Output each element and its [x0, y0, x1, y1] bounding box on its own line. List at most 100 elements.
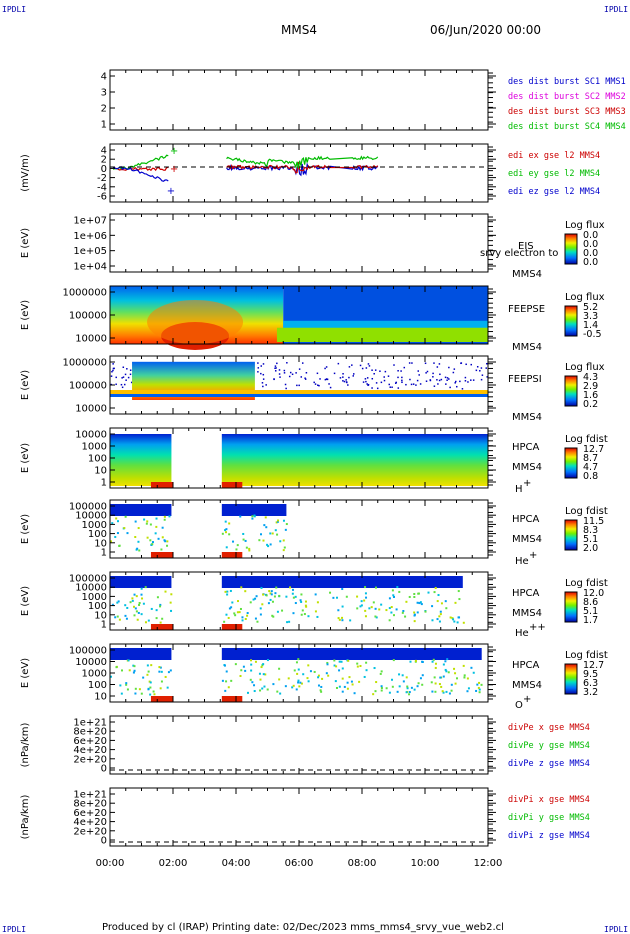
corner-label-top-right: IPDLI — [604, 5, 628, 14]
hpca-speck — [385, 687, 388, 690]
time-axis: 00:00 02:00 04:00 06:00 08:00 10:00 12:00 — [96, 858, 503, 869]
hpca-speck — [436, 600, 439, 603]
hpca-speck — [241, 619, 244, 622]
hpca-speck — [360, 604, 363, 607]
hpca-speck — [138, 688, 141, 691]
hpca-speck — [140, 593, 143, 596]
hpca-speck — [225, 613, 228, 616]
hpca-speck — [416, 685, 419, 688]
hpca-speck — [239, 607, 242, 610]
hpca-speck — [153, 693, 156, 696]
x-tick-label: 10:00 — [411, 858, 440, 869]
hpca-speck — [259, 689, 262, 692]
hpca-speck — [438, 615, 441, 618]
hpca-speck — [432, 658, 435, 661]
hpca-speck — [137, 527, 140, 530]
hpca-speck — [438, 683, 441, 686]
hpca-speck — [431, 605, 434, 608]
hpca-speck — [244, 590, 247, 593]
hpca-speck — [258, 672, 261, 675]
hpca-speck — [388, 607, 391, 610]
feepsi-speck — [485, 367, 487, 369]
corner-label-top-left: IPDLI — [2, 5, 26, 14]
feepsi-speck — [365, 380, 367, 383]
hpca-speck — [345, 595, 348, 598]
feepsi-speck — [454, 382, 456, 384]
colorbar-title: Log fdist — [565, 650, 608, 661]
hpca-speck — [114, 535, 117, 538]
feepsi-speck — [432, 376, 434, 378]
hpca-speck — [478, 681, 481, 684]
legend-entry: des dist burst SC2 MMS2 — [508, 92, 626, 102]
x-tick-label: 00:00 — [96, 858, 125, 869]
y-tick-label: 4e+20 — [73, 745, 107, 756]
hpca-speck — [238, 611, 241, 614]
feepsi-speck — [365, 367, 368, 369]
hpca-speck — [232, 540, 235, 543]
panel-5: 1000000 100000 10000 E (eV) FEEPSI MMS4 Log fl… — [20, 355, 605, 423]
colorbar-value: 8.7 — [583, 453, 598, 464]
feepsi-speck — [298, 384, 300, 387]
hpca-speck — [272, 615, 275, 618]
y-tick-label: 100000 — [69, 311, 107, 322]
hpca-speck — [427, 591, 430, 594]
feepsi-speck — [429, 379, 432, 382]
hpca-speck — [231, 601, 234, 604]
y-tick-label: 1000 — [82, 520, 107, 531]
feepsi-speck — [426, 370, 429, 373]
colorbar-title: Log fdist — [565, 578, 608, 589]
instrument-label: FEEPSE — [508, 304, 545, 315]
panel-frame — [109, 213, 489, 273]
hpca-speck — [351, 683, 354, 686]
species-label: He — [515, 628, 529, 639]
hpca-speck — [151, 543, 154, 546]
hpca-speck — [431, 690, 434, 693]
hpca-speck — [131, 597, 134, 600]
legend-entry: divPe z gse MMS4 — [508, 759, 590, 769]
y-tick-label: 1000000 — [62, 288, 107, 299]
hpca-speck — [275, 521, 278, 524]
hpca-speck — [224, 590, 227, 593]
feepsi-speck — [424, 362, 427, 365]
feepsi-speck — [472, 379, 475, 381]
hpca-speck — [391, 685, 394, 688]
hpca-speck — [225, 528, 228, 531]
hpca-speck — [151, 541, 154, 544]
feepsi-speck — [273, 378, 275, 380]
feepsi-speck — [359, 364, 362, 367]
hpca-speck — [136, 618, 139, 621]
hpca-speck — [277, 519, 280, 522]
y-tick-label: 3 — [101, 88, 107, 99]
species-charge: + — [523, 478, 531, 489]
feepsi-speck — [395, 381, 398, 384]
hpca-speck — [149, 693, 152, 696]
colorbar — [564, 519, 578, 551]
hpca-speck — [146, 664, 149, 667]
feepsi-speck — [387, 375, 390, 377]
feepsi-speck — [397, 387, 400, 389]
hpca-speck — [236, 544, 239, 547]
hpca-speck — [129, 601, 132, 604]
hpca-speck — [338, 685, 341, 688]
hpca-speck — [132, 664, 135, 667]
y-tick-label: 10000 — [75, 657, 107, 668]
hpca-speck — [346, 687, 349, 690]
feepsi-speck — [342, 373, 344, 375]
hpca-speck — [391, 589, 394, 592]
panel-1: 4 3 2 1 des dist burst SC1 MMS1 des dist burs… — [101, 69, 626, 132]
y-tick-label: 100000 — [69, 574, 107, 585]
y-tick-label: 100 — [88, 529, 107, 540]
hpca-speck — [463, 676, 466, 679]
hpca-speck — [291, 686, 294, 689]
colorbar-value: 12.0 — [583, 588, 604, 599]
feepsi-speck — [453, 368, 456, 370]
hpca-speck — [225, 670, 228, 673]
hpca-speck — [266, 659, 269, 662]
hpca-block-top — [221, 576, 463, 588]
hpca-speck — [270, 590, 273, 593]
hpca-speck — [445, 607, 448, 610]
hpca-speck — [300, 682, 303, 685]
hpca-speck — [284, 685, 287, 688]
hpca-speck — [416, 601, 419, 604]
hpca-speck — [147, 670, 150, 673]
